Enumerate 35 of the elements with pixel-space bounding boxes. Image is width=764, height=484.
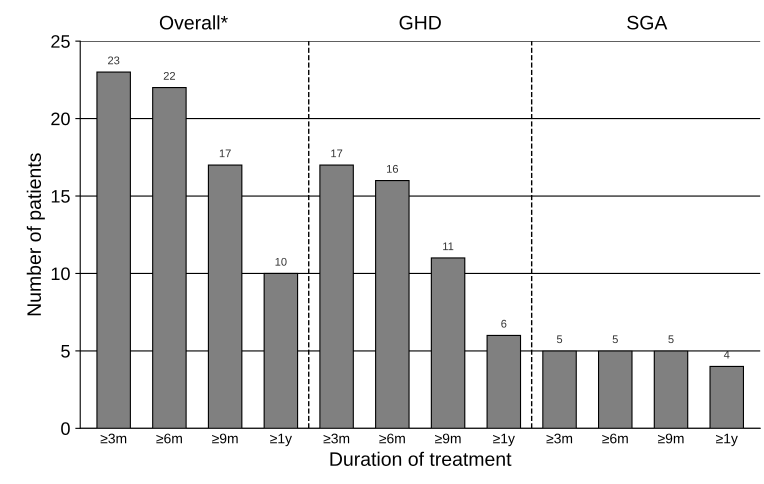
data-label: 5: [612, 335, 618, 344]
x-tick-label: ≥1y: [716, 434, 738, 446]
data-label: 5: [668, 335, 674, 344]
text: Overall*: [160, 15, 228, 30]
x-tick-label: ≥9m: [658, 434, 684, 444]
x-tick-label: ≥6m: [156, 434, 182, 444]
data-label: 17: [331, 150, 342, 158]
text: GHD: [400, 16, 441, 30]
data-label: 17: [220, 150, 231, 158]
x-tick-label: ≥9m: [435, 434, 461, 444]
data-label: 16: [387, 164, 398, 173]
x-tick-label: ≥9m: [212, 434, 238, 444]
x-tick-label: ≥1y: [493, 434, 515, 446]
data-label: 22: [164, 72, 176, 80]
data-label: 11: [443, 242, 454, 250]
data-label: 5: [556, 335, 562, 344]
data-label: 10: [276, 258, 287, 266]
x-tick-label: ≥3m: [324, 434, 350, 444]
y-axis-title: Number of patients: [26, 153, 45, 316]
x-tick-label: ≥6m: [602, 434, 628, 444]
y-tick-label: 20: [51, 112, 70, 126]
y-tick-label: 5: [61, 345, 70, 358]
data-label: 23: [108, 56, 120, 64]
y-tick-label: 15: [52, 190, 70, 203]
x-tick-label: ≥6m: [379, 434, 405, 444]
y-tick-label: 25: [51, 35, 70, 48]
y-tick-label: 10: [52, 267, 70, 280]
data-label: 6: [501, 320, 506, 328]
x-tick-label: ≥1y: [270, 434, 292, 446]
text: SGA: [627, 16, 668, 30]
x-axis-title: Duration of treatment: [330, 452, 512, 466]
y-tick-label: 0: [61, 422, 70, 436]
x-tick-label: ≥3m: [546, 434, 572, 444]
x-tick-label: ≥3m: [100, 434, 126, 444]
data-label: 4: [724, 350, 730, 359]
